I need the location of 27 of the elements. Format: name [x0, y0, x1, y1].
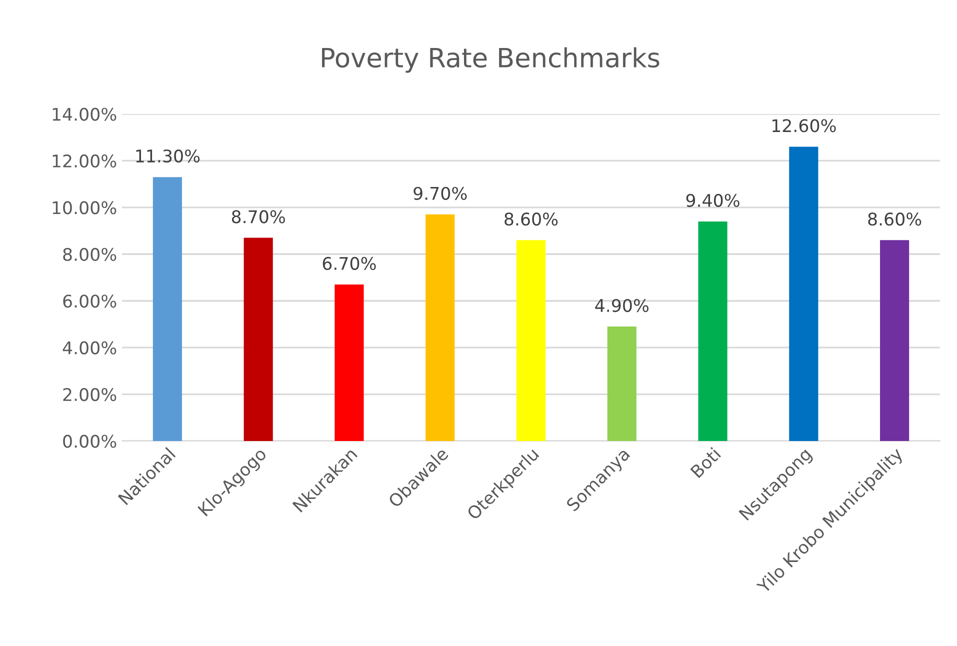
chart-title: Poverty Rate Benchmarks	[322, 47, 660, 73]
y-tick-label: 12.00%	[52, 154, 116, 168]
y-tick-label: 4.00%	[62, 341, 116, 354]
y-tick-label: 2.00%	[63, 388, 116, 402]
bar	[607, 326, 636, 441]
y-tick-label: 8.00%	[63, 248, 116, 261]
bar	[426, 214, 455, 441]
y-tick-label: 6.00%	[63, 294, 116, 308]
data-label: 8.60%	[868, 212, 922, 226]
bar	[152, 177, 182, 441]
data-label: 8.60%	[504, 212, 558, 226]
bar	[789, 146, 818, 441]
data-label: 8.70%	[232, 210, 285, 224]
data-label: 4.90%	[595, 298, 649, 312]
data-label: 6.70%	[322, 256, 376, 270]
data-label: 11.30%	[136, 149, 200, 163]
bar	[244, 238, 273, 441]
bar	[334, 284, 364, 441]
bar	[516, 240, 546, 441]
y-tick-label: 0.00%	[63, 434, 116, 448]
data-label: 9.70%	[414, 186, 467, 200]
data-label: 12.60%	[772, 119, 836, 132]
y-tick-label: 10.00%	[52, 201, 116, 214]
bar	[698, 221, 728, 441]
bar	[880, 240, 910, 441]
y-tick-label: 14.00%	[52, 108, 116, 121]
data-label: 9.40%	[686, 194, 740, 207]
